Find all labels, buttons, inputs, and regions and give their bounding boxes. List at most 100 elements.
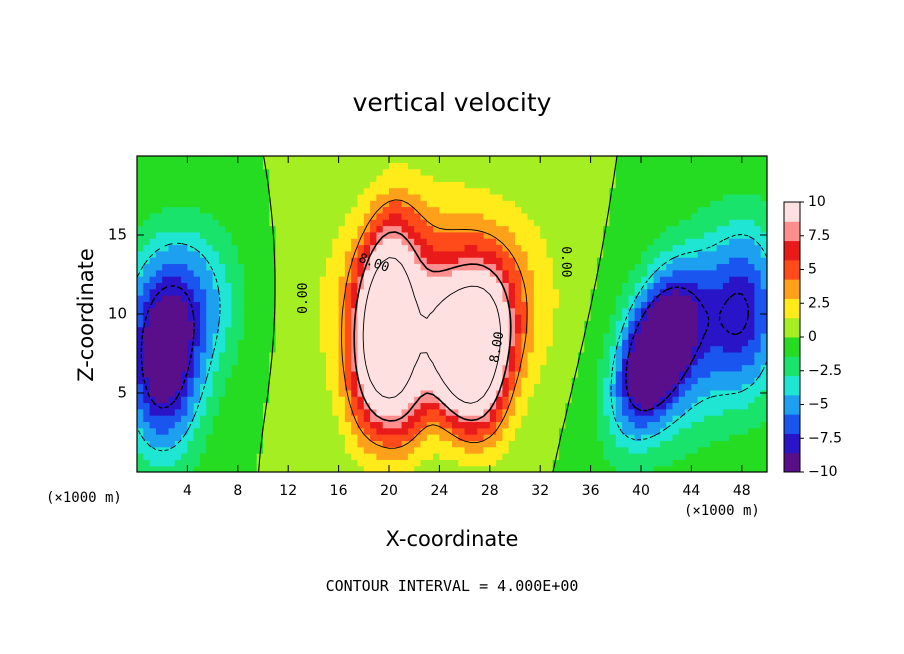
field-cell (294, 301, 302, 309)
field-cell (590, 187, 598, 195)
field-cell (622, 364, 629, 372)
field-cell (590, 326, 598, 334)
field-cell (420, 402, 428, 410)
field-cell (288, 402, 296, 410)
field-cell (193, 219, 201, 227)
field-cell (218, 364, 226, 372)
field-cell (559, 257, 566, 265)
field-cell (357, 446, 365, 454)
field-cell (483, 156, 491, 163)
field-cell (256, 459, 264, 467)
field-cell (641, 193, 648, 201)
field-cell (326, 301, 333, 309)
field-cell (231, 276, 239, 283)
field-cell (218, 453, 226, 460)
field-cell (162, 168, 170, 176)
field-cell (748, 162, 755, 170)
field-cell (685, 295, 692, 302)
field-cell (716, 244, 724, 252)
field-cell (559, 301, 566, 309)
field-cell (552, 332, 560, 340)
field-cell (332, 219, 340, 227)
field-cell (200, 238, 207, 246)
field-cell (401, 345, 409, 353)
field-cell (464, 320, 472, 328)
field-cell (237, 200, 245, 208)
field-cell (590, 320, 598, 328)
field-cell (508, 440, 516, 448)
field-cell (256, 181, 264, 189)
field-cell (326, 269, 333, 277)
field-cell (508, 326, 516, 334)
field-cell (464, 263, 472, 271)
field-cell (515, 339, 522, 347)
field-cell (578, 269, 585, 277)
field-cell (622, 332, 629, 340)
field-cell (754, 263, 762, 271)
field-cell (704, 168, 711, 176)
field-cell (678, 440, 686, 448)
field-cell (609, 162, 617, 170)
field-cell (678, 370, 686, 378)
field-cell (760, 345, 767, 353)
field-cell (225, 301, 233, 309)
field-cell (376, 364, 384, 372)
field-cell (552, 250, 560, 258)
field-cell (634, 276, 642, 283)
field-cell (578, 168, 585, 176)
field-cell (659, 263, 667, 271)
field-cell (521, 332, 529, 340)
field-cell (300, 459, 308, 467)
field-cell (596, 250, 604, 258)
field-cell (370, 314, 377, 321)
field-cell (609, 370, 617, 378)
field-cell (521, 314, 529, 321)
field-cell (685, 314, 692, 321)
field-cell (458, 351, 466, 359)
field-cell (678, 307, 686, 315)
field-cell (477, 358, 485, 366)
field-cell (256, 212, 264, 220)
field-cell (281, 434, 289, 441)
field-cell (351, 263, 359, 271)
field-cell (263, 453, 270, 460)
field-cell (307, 219, 314, 227)
field-cell (174, 206, 182, 214)
field-cell (288, 339, 296, 347)
field-cell (313, 250, 321, 258)
field-cell (225, 238, 233, 246)
field-cell (760, 383, 767, 391)
field-cell (143, 415, 151, 423)
field-cell (489, 168, 497, 176)
field-cell (269, 307, 277, 315)
field-cell (483, 206, 491, 214)
field-cell (540, 162, 548, 170)
field-cell (697, 307, 705, 315)
field-cell (641, 339, 648, 347)
field-cell (407, 446, 415, 454)
field-cell (401, 276, 409, 283)
field-cell (697, 332, 705, 340)
field-cell (382, 351, 390, 359)
field-cell (155, 295, 163, 302)
field-cell (181, 181, 188, 189)
field-cell (414, 156, 422, 163)
field-cell (716, 440, 724, 448)
field-cell (502, 358, 510, 366)
field-cell (407, 345, 415, 353)
field-cell (212, 295, 220, 302)
field-cell (338, 231, 346, 239)
field-cell (382, 370, 390, 378)
field-cell (678, 421, 686, 429)
field-cell (395, 187, 403, 195)
field-cell (433, 231, 440, 239)
field-cell (319, 415, 327, 423)
field-cell (666, 434, 674, 441)
field-cell (162, 383, 170, 391)
field-cell (414, 168, 422, 176)
field-cell (502, 162, 510, 170)
field-cell (489, 288, 497, 296)
field-cell (659, 446, 667, 454)
field-cell (244, 238, 251, 246)
field-cell (502, 402, 510, 410)
